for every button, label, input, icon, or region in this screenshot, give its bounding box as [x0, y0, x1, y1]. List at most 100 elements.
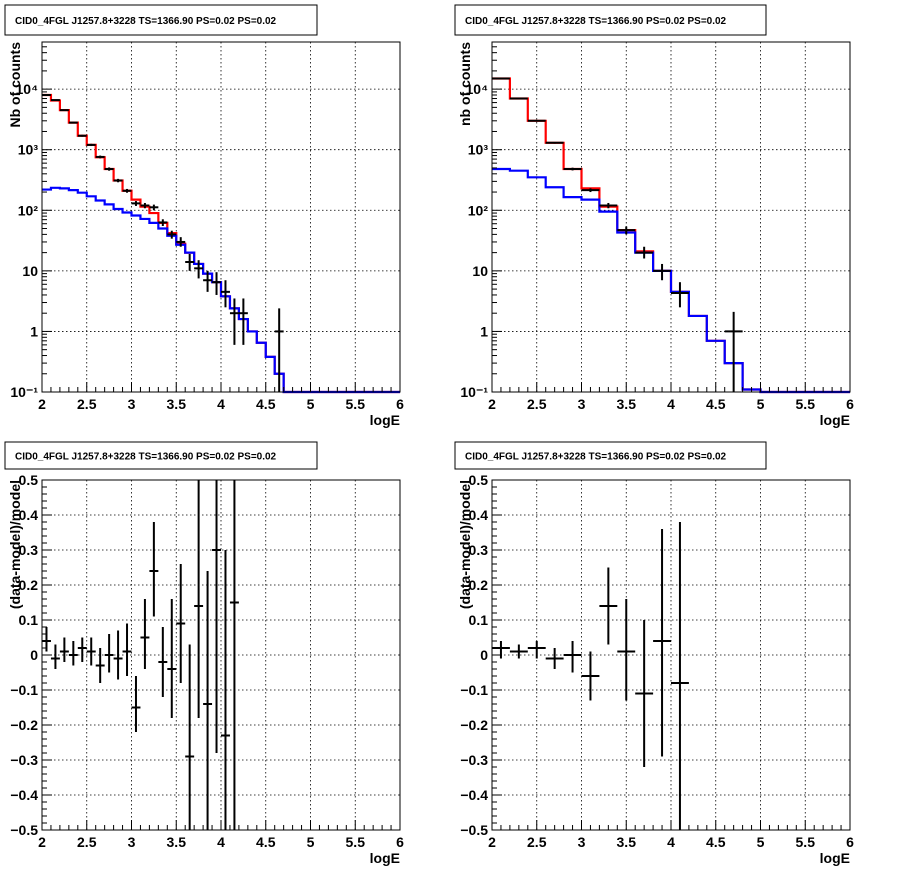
title-frame — [454, 441, 767, 470]
x-axis-title: logE — [370, 850, 400, 866]
data-point — [527, 119, 546, 122]
x-axis-title: logE — [820, 412, 850, 428]
x-tick-label: 2.5 — [77, 834, 97, 850]
data-point — [104, 634, 114, 673]
y-tick-label: 0.2 — [19, 577, 39, 593]
y-tick-label: 10⁻¹ — [460, 384, 488, 400]
chart-panel-3: CID0_4FGL J1257.8+3228 TS=1366.90 PS=0.0… — [4, 441, 404, 866]
data-point — [563, 167, 582, 171]
x-tick-label: 2 — [488, 834, 496, 850]
data-point — [68, 121, 78, 124]
data-point — [599, 567, 618, 645]
x-tick-label: 5.5 — [346, 396, 366, 412]
y-axis-title: (data-model)/model — [7, 480, 23, 609]
x-tick-label: 3.5 — [617, 834, 637, 850]
x-tick-label: 3.5 — [167, 834, 187, 850]
x-tick-label: 5 — [757, 834, 765, 850]
plot-area — [492, 480, 850, 830]
x-tick-label: 5 — [307, 834, 315, 850]
y-axis-title: Nb of counts — [7, 42, 23, 128]
x-tick-label: 5.5 — [796, 396, 816, 412]
y-tick-label: −0.1 — [10, 682, 38, 698]
x-tick-label: 6 — [846, 396, 854, 412]
y-axis: −0.5 −0.4 −0.3 −0.2 −0.1 0 0.1 0.2 0.3 0.4 0.5(dat… — [7, 472, 52, 838]
y-tick-label: 10⁻¹ — [10, 384, 38, 400]
data-point — [653, 263, 671, 281]
data-point — [95, 648, 105, 683]
y-tick-label: 10 — [22, 263, 38, 279]
data-point — [229, 298, 239, 345]
chart-title-box: CID0_4FGL J1257.8+3228 TS=1366.90 PS=0.0… — [454, 4, 767, 36]
chart-panel-2: CID0_4FGL J1257.8+3228 TS=1366.90 PS=0.0… — [454, 4, 854, 428]
data-point — [158, 627, 168, 697]
data-point — [671, 522, 689, 830]
data-point — [176, 237, 186, 247]
y-tick-label: 0.3 — [469, 542, 489, 558]
data-point — [104, 167, 114, 171]
x-tick-label: 5.5 — [796, 834, 816, 850]
data-point — [509, 97, 528, 100]
data-point — [86, 637, 96, 666]
data-point — [527, 641, 546, 659]
x-tick-label: 3 — [128, 834, 136, 850]
data-point — [617, 599, 636, 701]
chart-panel-1: CID0_4FGL J1257.8+3228 TS=1366.90 PS=0.0… — [4, 4, 404, 428]
y-tick-label: −0.3 — [10, 752, 38, 768]
x-tick-label: 4 — [667, 834, 675, 850]
x-tick-label: 2 — [38, 834, 46, 850]
data-point — [68, 641, 78, 666]
data-point — [194, 260, 204, 279]
x-tick-label: 4.5 — [706, 834, 726, 850]
data-point — [140, 202, 150, 209]
data-point — [50, 99, 60, 102]
data-point — [221, 280, 230, 308]
x-tick-label: 5.5 — [346, 834, 366, 850]
chart-title: CID0_4FGL J1257.8+3228 TS=1366.90 PS=0.0… — [15, 16, 277, 27]
x-tick-label: 6 — [396, 396, 404, 412]
x-tick-label: 3 — [578, 834, 586, 850]
data-point — [653, 529, 671, 757]
title-frame — [4, 4, 318, 36]
chart-title: CID0_4FGL J1257.8+3228 TS=1366.90 PS=0.0… — [465, 16, 727, 27]
x-tick-label: 5 — [307, 396, 315, 412]
y-tick-label: −0.5 — [460, 822, 488, 838]
data-point — [185, 253, 195, 271]
data-point — [59, 109, 69, 112]
x-tick-label: 4 — [667, 396, 675, 412]
data-point — [149, 204, 159, 211]
data-point — [113, 178, 123, 183]
title-frame — [4, 441, 318, 470]
y-tick-label: 10³ — [18, 142, 39, 158]
data-point — [113, 630, 123, 680]
x-tick-label: 2.5 — [527, 834, 547, 850]
plot-area — [42, 480, 400, 830]
x-tick-label: 5 — [757, 396, 765, 412]
data-point — [203, 270, 213, 292]
data-point — [545, 141, 564, 144]
y-tick-label: −0.4 — [460, 787, 488, 803]
x-axis-title: logE — [820, 850, 850, 866]
y-tick-label: 10 — [472, 263, 488, 279]
data-point — [635, 246, 654, 259]
y-tick-label: 1 — [30, 323, 38, 339]
y-tick-label: −0.2 — [10, 717, 38, 733]
data-point — [492, 77, 510, 80]
data-point — [581, 188, 600, 193]
y-tick-label: 10⁴ — [16, 81, 39, 97]
data-point — [86, 143, 96, 147]
chart-title: CID0_4FGL J1257.8+3228 TS=1366.90 PS=0.0… — [465, 452, 727, 463]
y-tick-label: 0.1 — [19, 612, 39, 628]
y-tick-label: 0 — [480, 647, 488, 663]
data-point — [167, 230, 177, 239]
data-point — [635, 620, 654, 767]
y-tick-label: 0.2 — [469, 577, 489, 593]
y-tick-label: 10² — [18, 202, 39, 218]
x-tick-label: 4.5 — [706, 396, 726, 412]
y-tick-label: −0.4 — [10, 787, 38, 803]
x-tick-label: 4.5 — [256, 834, 276, 850]
y-tick-label: 0.4 — [19, 507, 39, 523]
x-axis-title: logE — [370, 412, 400, 428]
